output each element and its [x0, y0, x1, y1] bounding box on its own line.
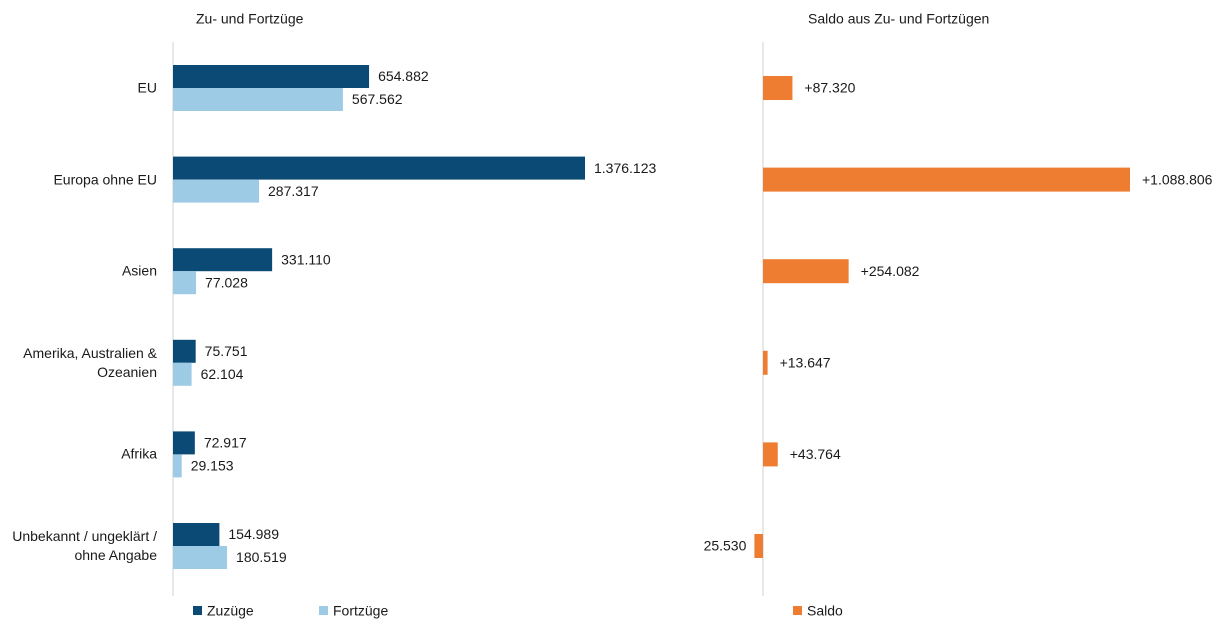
data-label: +13.647: [780, 355, 831, 371]
category-label: Asien: [121, 262, 157, 279]
bar: [173, 431, 195, 455]
category-label: Amerika, Australien & Ozeanien: [23, 344, 157, 380]
data-label: +87.320: [804, 80, 855, 96]
chart-title: Saldo aus Zu- und Fortzügen: [808, 11, 989, 27]
data-label: +254.082: [861, 263, 920, 279]
data-label: 154.989: [228, 526, 279, 542]
bar: [173, 88, 343, 111]
bar: [173, 546, 228, 569]
bar: [763, 76, 793, 100]
bar: [763, 259, 849, 284]
bar: [173, 179, 260, 203]
bar: [763, 167, 1130, 192]
bar: [763, 442, 778, 467]
data-label: 1.376.123: [594, 160, 656, 176]
bar: [173, 156, 585, 180]
bar: [173, 339, 196, 363]
legend-swatch: [793, 606, 802, 615]
bar: [173, 248, 273, 272]
bar: [763, 350, 768, 375]
data-label: 180.519: [236, 549, 287, 565]
legend-label: Zuzüge: [207, 603, 254, 619]
bar: [173, 65, 370, 88]
data-label: 287.317: [268, 183, 319, 199]
bar: [173, 271, 197, 295]
data-label: 25.530: [704, 538, 747, 554]
category-label: Europa ohne EU: [53, 171, 157, 188]
data-label: 62.104: [201, 366, 244, 382]
category-label: Afrika: [121, 445, 157, 462]
bar: [173, 523, 220, 546]
legend-swatch: [319, 606, 328, 615]
legend-label: Fortzüge: [333, 603, 388, 619]
data-label: 567.562: [352, 91, 403, 107]
data-label: +43.764: [790, 446, 841, 462]
data-label: 75.751: [205, 343, 248, 359]
data-label: 654.882: [378, 68, 429, 84]
data-label: 29.153: [191, 458, 234, 474]
chart-title: Zu- und Fortzüge: [196, 11, 304, 27]
category-label: EU: [137, 79, 157, 96]
data-label: 77.028: [205, 274, 248, 290]
data-label: +1.088.806: [1142, 171, 1213, 187]
bar: [173, 362, 192, 386]
data-label: 72.917: [204, 435, 247, 451]
data-label: 331.110: [281, 251, 331, 267]
legend-swatch: [193, 606, 202, 615]
category-label: Unbekannt / ungeklärt / ohne Angabe: [12, 528, 157, 563]
bar: [754, 534, 763, 558]
legend-label: Saldo: [807, 603, 843, 619]
bar: [173, 454, 182, 478]
